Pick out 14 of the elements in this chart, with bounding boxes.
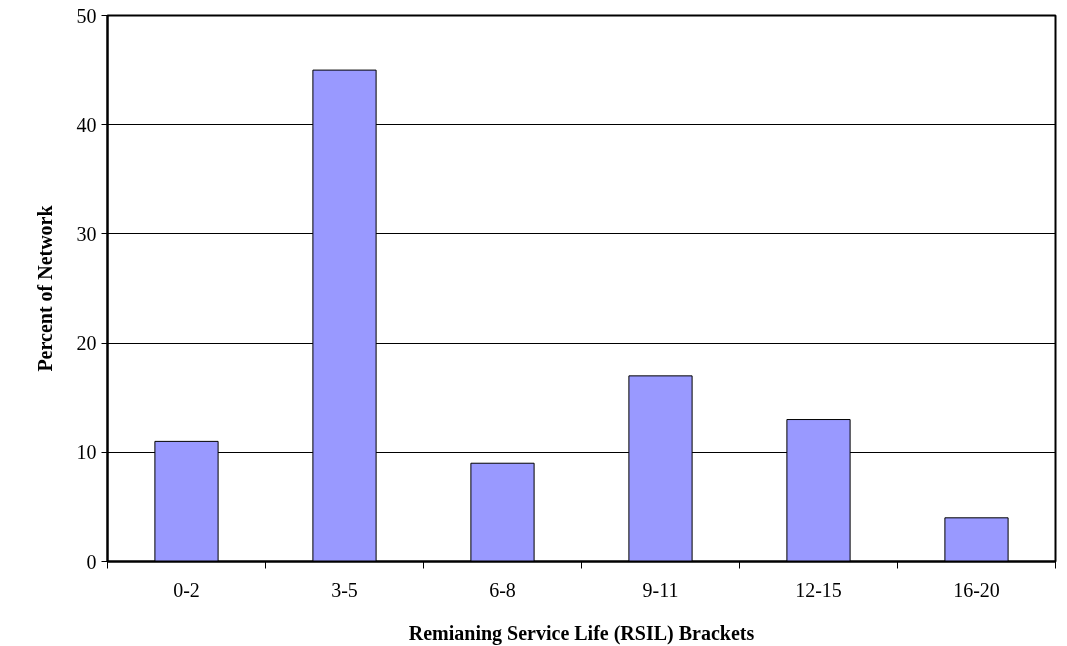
y-tick-label: 20 <box>76 332 97 355</box>
x-tick-label: 12-15 <box>795 578 842 601</box>
y-tick-label: 30 <box>76 222 97 245</box>
x-tick-label: 9-11 <box>642 578 679 601</box>
x-tick-label: 6-8 <box>489 578 516 601</box>
x-tick-label: 3-5 <box>331 578 358 601</box>
y-tick-label: 10 <box>76 441 97 464</box>
x-axis-title: Remianing Service Life (RSIL) Brackets <box>408 621 755 645</box>
y-tick-label: 50 <box>76 4 97 27</box>
y-tick-label: 40 <box>76 113 97 136</box>
x-tick-label: 16-20 <box>953 578 1000 601</box>
y-tick-label: 0 <box>86 550 97 573</box>
x-tick-label: 0-2 <box>173 578 200 601</box>
y-axis-title: Percent of Network <box>33 204 56 372</box>
